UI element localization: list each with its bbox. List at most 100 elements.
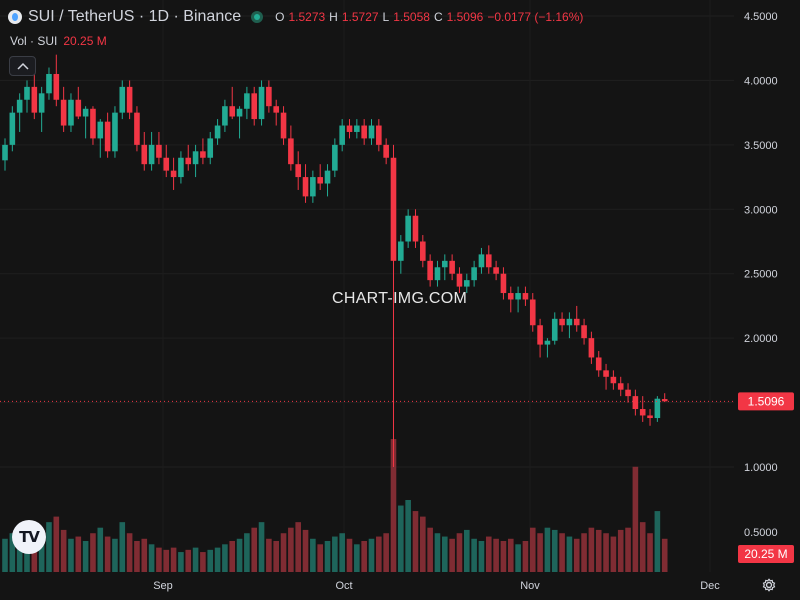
volume-bar (280, 533, 287, 572)
volume-bar (500, 540, 507, 572)
candle-body (346, 125, 353, 132)
volume-bar (126, 533, 133, 572)
settings-gear-icon[interactable] (758, 574, 780, 596)
candle-body (185, 157, 192, 165)
price-tick-label: 4.5000 (744, 11, 778, 23)
volume-bar (361, 540, 367, 572)
last-price-badge[interactable] (738, 392, 794, 411)
candle-body (178, 157, 184, 178)
volume-bar (647, 533, 653, 572)
volume-bar (119, 522, 126, 572)
candle-body (544, 340, 551, 345)
symbol-title[interactable]: SUI / TetherUS · 1D · Binance (28, 8, 242, 25)
high-value: 1.5727 (341, 10, 379, 24)
last-volume-badge[interactable] (738, 545, 794, 563)
volume-bar (398, 505, 404, 572)
volume-bar (507, 538, 514, 572)
gear-icon (762, 578, 776, 592)
volume-bar (449, 538, 455, 572)
low-value: 1.5058 (393, 10, 430, 24)
chevron-up-icon (16, 62, 29, 70)
volume-bar (566, 536, 573, 572)
candle-body (31, 86, 38, 113)
candle-body (551, 318, 558, 341)
last-price-label: 1.5096 (748, 394, 785, 408)
volume-bar (588, 527, 595, 572)
price-tick-label: 1.0000 (744, 462, 778, 474)
volume-bar (339, 533, 345, 572)
volume-bar (60, 529, 67, 572)
volume-bar (346, 538, 353, 572)
candle-body (427, 260, 433, 281)
candle-body (463, 280, 470, 287)
volume-bar (9, 533, 16, 572)
candle-body (244, 93, 250, 109)
candle-body (610, 376, 617, 384)
volume-bar (53, 516, 60, 572)
volume-bar (68, 538, 74, 572)
volume-bar (515, 544, 521, 572)
candle-body (60, 99, 67, 126)
candle-body (661, 399, 668, 402)
candle-body (214, 125, 221, 139)
candle-body (97, 121, 104, 139)
volume-bar (493, 538, 499, 572)
volume-bar (236, 538, 243, 572)
candle-body (537, 325, 543, 345)
candle-body (170, 170, 177, 178)
volume-bar (170, 547, 177, 572)
volume-bar (383, 533, 389, 572)
volume-bar (310, 538, 316, 572)
volume-bar (595, 529, 602, 572)
candle-body (24, 86, 30, 100)
candle-body (529, 299, 536, 326)
candle-body (288, 138, 294, 165)
candle-body (141, 144, 148, 165)
candle-body (90, 108, 96, 139)
collapse-legend-button[interactable] (9, 56, 36, 76)
candle-body (302, 177, 309, 197)
price-tick-label: 3.0000 (744, 204, 778, 216)
volume-bar (222, 544, 228, 572)
volume-bar (551, 529, 558, 572)
volume-bar (405, 500, 411, 572)
volume-tick-label: 0.5000 (744, 527, 778, 539)
volume-legend[interactable]: Vol · SUI 20.25 M (10, 34, 107, 48)
volume-bar (317, 544, 323, 572)
market-status-icon[interactable] (251, 11, 264, 23)
candle-body (412, 215, 419, 242)
candle-body (112, 112, 118, 152)
volume-bar (207, 549, 214, 572)
volume-bar (266, 538, 272, 572)
volume-bar (31, 536, 38, 572)
volume-bar (273, 540, 280, 572)
price-tick-label: 4.0000 (744, 75, 778, 87)
time-tick-label: Dec (700, 580, 720, 592)
change-value: −0.0177 (−1.16%) (487, 10, 584, 24)
volume-bar (141, 538, 148, 572)
candle-body (383, 144, 389, 158)
volume-bar (148, 544, 155, 572)
time-axis-panel[interactable] (0, 572, 800, 600)
volume-bar (16, 540, 23, 572)
candle-body (9, 112, 16, 145)
candle-body (500, 273, 507, 294)
volume-bar (258, 522, 265, 572)
price-axis-panel[interactable] (734, 0, 800, 600)
price-tick-label: 3.5000 (744, 140, 778, 152)
candle-body (200, 151, 206, 158)
volume-bar (288, 527, 294, 572)
candle-body (515, 293, 521, 300)
candle-body (104, 121, 111, 152)
candle-body (603, 370, 609, 377)
volume-bar (654, 511, 661, 572)
volume-bar (559, 533, 565, 572)
tradingview-logo-icon[interactable]: TV (12, 520, 46, 554)
candle-body (163, 157, 170, 171)
volume-value: 20.25 M (63, 34, 107, 48)
candle-body (38, 93, 45, 113)
candle-body (647, 415, 653, 419)
candle-body (236, 108, 243, 117)
